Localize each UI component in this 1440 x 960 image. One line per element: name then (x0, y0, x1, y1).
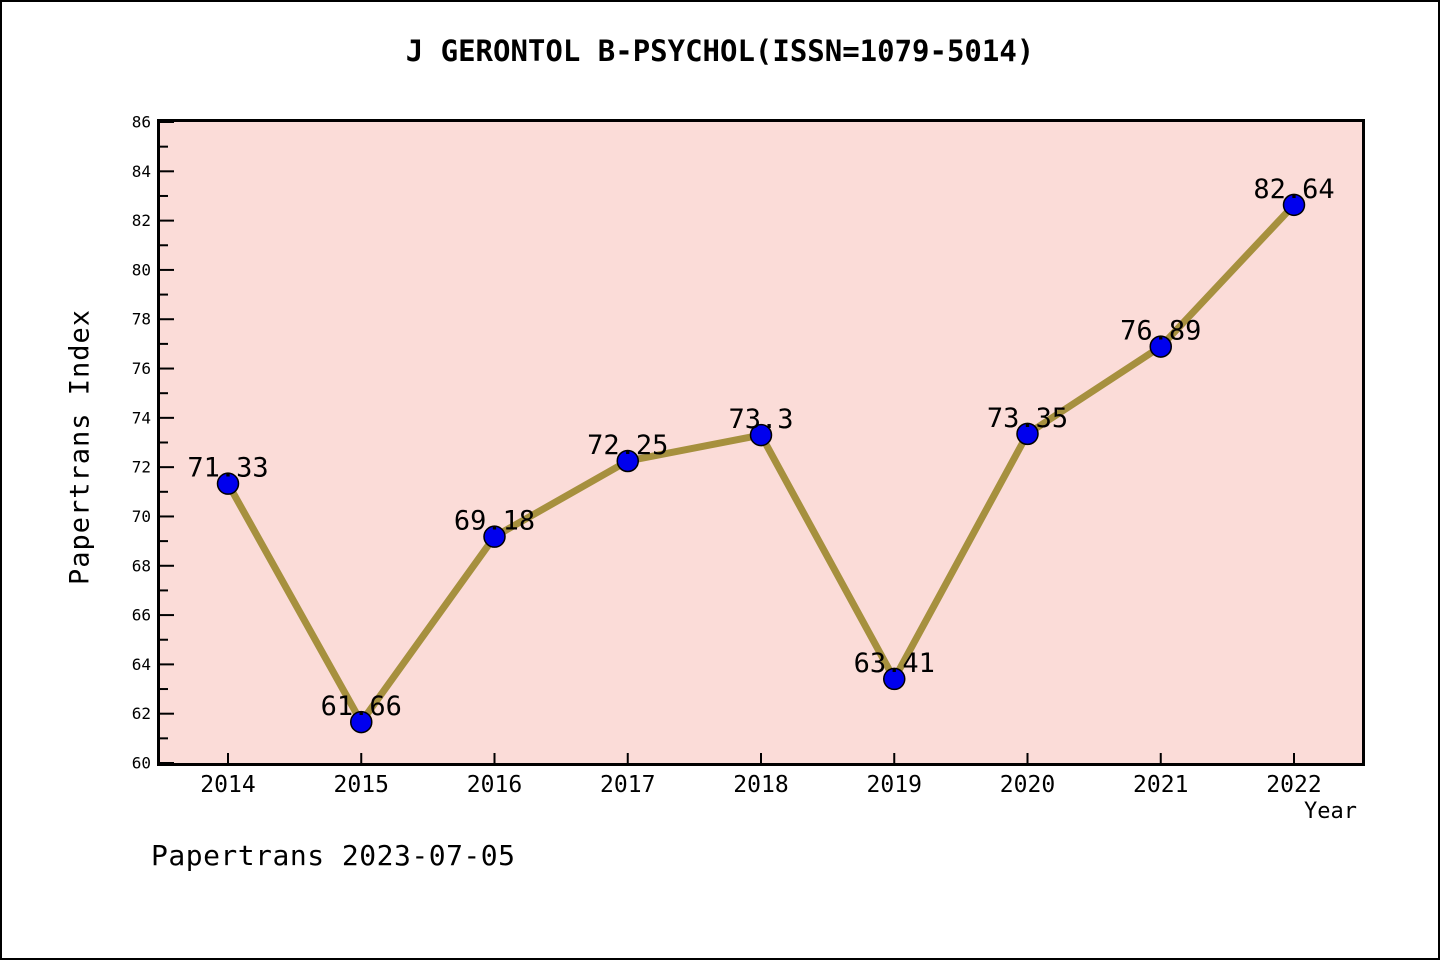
data-point-2014 (216, 472, 240, 495)
x-tick-label: 2017 (600, 772, 655, 798)
y-tick-label: 62 (132, 704, 151, 723)
chart-title: J GERONTOL B-PSYCHOL(ISSN=1079-5014) (405, 34, 1035, 68)
x-tick-label: 2021 (1133, 772, 1188, 798)
data-point-2020 (1016, 422, 1039, 446)
data-point-label: 82.64 (1253, 174, 1334, 205)
data-point-label: 71.33 (187, 453, 268, 484)
y-tick-label: 84 (132, 162, 151, 181)
data-point-label: 69.18 (454, 506, 535, 537)
x-axis-label: Year (1304, 799, 1357, 824)
x-tick-label: 2019 (867, 772, 922, 798)
data-point-label: 61.66 (321, 691, 402, 722)
footer-note: Papertrans 2023-07-05 (151, 839, 516, 872)
y-tick-label: 66 (132, 606, 151, 625)
y-tick-label: 86 (132, 113, 151, 132)
x-tick-label: 2015 (334, 772, 389, 798)
y-tick-label: 60 (132, 754, 151, 773)
x-tick-label: 2016 (467, 772, 522, 798)
line-chart-svg: 60 62 64 66 68 70 72 74 76 78 80 82 84 86 2014 2015 2016… (132, 113, 1362, 798)
data-point-2019 (883, 667, 906, 691)
y-axis-label: Papertrans Index (64, 308, 96, 586)
x-tick-label: 2020 (1000, 772, 1055, 798)
y-tick-label: 72 (132, 458, 151, 477)
y-tick-label: 78 (132, 310, 151, 329)
data-point-2021 (1149, 335, 1172, 358)
x-tick-label: 2022 (1266, 772, 1321, 798)
y-tick-label: 80 (132, 260, 151, 279)
y-tick-label: 74 (132, 408, 151, 427)
y-tick-label: 68 (132, 556, 151, 575)
x-tick-label: 2018 (733, 772, 788, 798)
y-tick-label: 82 (132, 211, 151, 230)
y-tick-label: 76 (132, 359, 151, 378)
plot-area: 60 62 64 66 68 70 72 74 76 78 80 82 84 86 2014 2015 2016… (132, 113, 1365, 798)
y-tick-label: 70 (132, 507, 151, 526)
data-point-label: 76.89 (1120, 316, 1201, 347)
y-tick-label: 64 (132, 655, 151, 674)
data-point-label: 63.41 (854, 648, 935, 679)
data-point-2017 (616, 449, 639, 473)
data-point-label: 73.35 (987, 403, 1068, 434)
data-point-label: 72.25 (587, 430, 668, 461)
data-point-2015 (350, 710, 373, 734)
data-point-label: 73.3 (728, 404, 793, 435)
data-point-2018 (749, 423, 773, 447)
x-tick-label: 2014 (200, 772, 255, 798)
data-point-2016 (483, 525, 506, 548)
data-point-2022 (1282, 193, 1306, 217)
